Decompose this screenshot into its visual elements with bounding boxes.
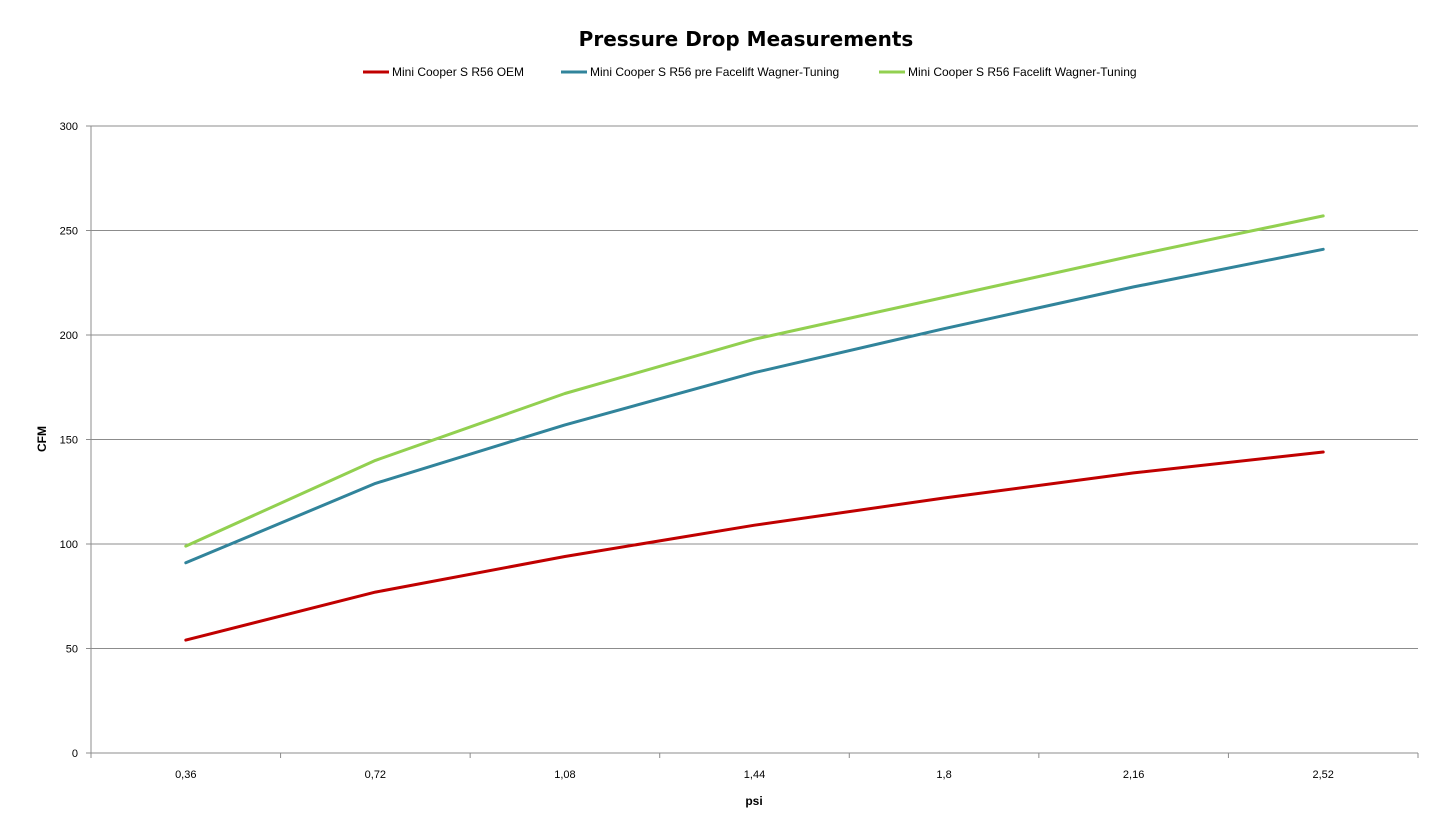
x-tick-label: 1,44 [744, 769, 765, 781]
y-tick-label: 100 [60, 539, 78, 551]
x-tick-label: 2,52 [1313, 769, 1334, 781]
y-tick-label: 200 [60, 330, 78, 342]
x-tick-label: 1,8 [936, 769, 951, 781]
x-tick-label: 0,72 [365, 769, 386, 781]
gridlines [91, 125, 1418, 649]
series-line-2 [184, 247, 1325, 565]
series-line-3 [184, 214, 1325, 548]
axes: 0 50 100 150 200 250 300 0,36 0,72 1,08 1,44 1,8 2,1… [60, 121, 1419, 781]
series-lines [184, 214, 1325, 642]
chart-title: Pressure Drop Measurements [579, 27, 914, 51]
y-tick-label: 250 [60, 226, 78, 238]
y-tick-label: 150 [60, 435, 78, 447]
legend-label-3: Mini Cooper S R56 Facelift Wagner-Tuning [908, 65, 1137, 79]
legend-label-2: Mini Cooper S R56 pre Facelift Wagner-Tu… [590, 65, 839, 79]
series-line-1 [184, 450, 1325, 642]
y-tick-label: 0 [72, 748, 78, 760]
x-tick-label: 0,36 [175, 769, 196, 781]
x-tick-label: 1,08 [554, 769, 575, 781]
x-tick-label: 2,16 [1123, 769, 1144, 781]
legend-label-1: Mini Cooper S R56 OEM [392, 65, 524, 79]
y-tick-label: 300 [60, 121, 78, 133]
chart-legend: Mini Cooper S R56 OEM Mini Cooper S R56 p… [363, 65, 1137, 79]
y-tick-label: 50 [66, 644, 78, 656]
y-axis-label: CFM [35, 426, 49, 452]
x-axis-label: psi [745, 794, 762, 808]
